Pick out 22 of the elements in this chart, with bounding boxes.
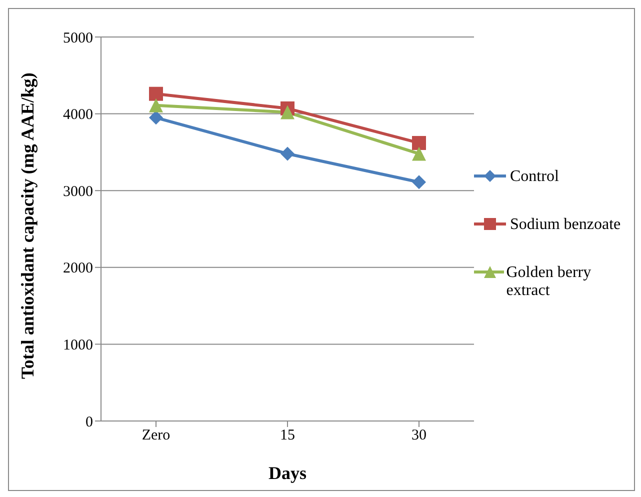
- legend-label: Golden berry extract: [506, 264, 592, 300]
- point: [280, 146, 294, 161]
- x-tick-label: 15: [280, 428, 295, 444]
- point: [412, 175, 426, 190]
- point: [149, 98, 163, 112]
- y-tick-label: 5000: [63, 30, 93, 46]
- legend-label: Sodium benzoate: [510, 216, 621, 234]
- y-axis-title: Total antioxidant capacity (mg AAE/kg): [17, 72, 38, 379]
- y-tick-label: 0: [86, 414, 93, 430]
- point: [149, 110, 163, 125]
- x-axis-title: Days: [268, 463, 307, 483]
- y-tick-label: 1000: [63, 338, 93, 354]
- y-tick-label: 3000: [63, 184, 93, 200]
- point: [412, 136, 426, 150]
- y-tick-label: 4000: [63, 107, 93, 124]
- point: [412, 146, 426, 161]
- legend-label: Control: [510, 168, 559, 186]
- point: [280, 105, 294, 120]
- x-tick-label: Zero: [142, 428, 170, 444]
- x-tick-label: 30: [412, 428, 426, 444]
- y-tick-label: 2000: [63, 260, 93, 277]
- point: [149, 86, 163, 101]
